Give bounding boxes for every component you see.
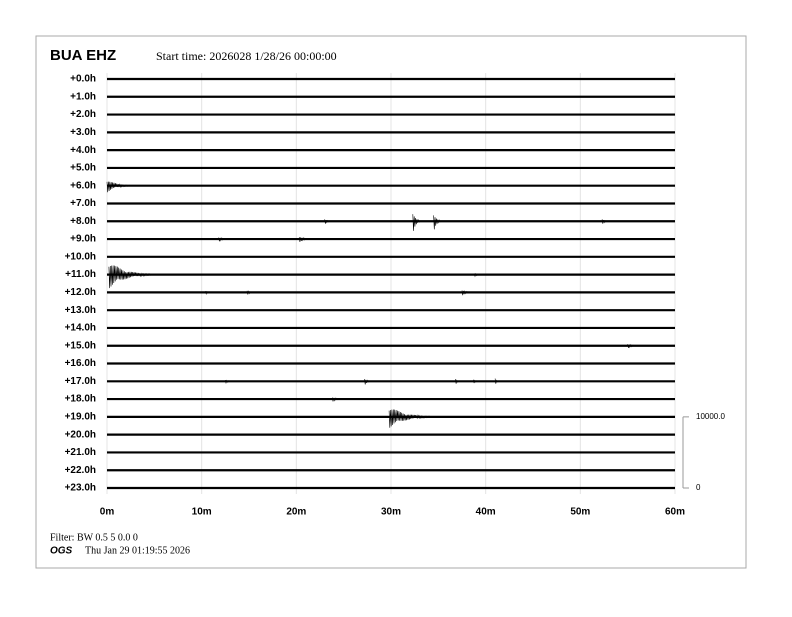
scale-label: 0 (696, 483, 701, 492)
x-tick-label: 30m (381, 507, 401, 518)
event (218, 237, 228, 242)
event (627, 343, 637, 349)
row-label: +23.0h (65, 483, 96, 494)
x-tick-label: 50m (570, 507, 590, 518)
event (601, 219, 608, 224)
row-label: +11.0h (65, 269, 96, 280)
timestamp: Thu Jan 29 01:19:55 2026 (85, 545, 190, 556)
event (332, 397, 342, 402)
event (108, 265, 152, 289)
source: OGS (50, 546, 73, 557)
event (494, 378, 499, 384)
x-tick-label: 60m (665, 507, 685, 518)
event (388, 409, 432, 428)
x-tick-label: 20m (286, 507, 306, 518)
row-label: +6.0h (70, 180, 96, 191)
event (298, 237, 311, 243)
row-label: +22.0h (65, 465, 96, 476)
event (225, 379, 233, 385)
row-label: +2.0h (70, 109, 96, 120)
row-label: +9.0h (70, 234, 96, 245)
row-label: +17.0h (65, 376, 96, 387)
row-label: +4.0h (70, 145, 96, 156)
event (461, 290, 472, 296)
row-label: +0.0h (70, 74, 96, 85)
row-label: +7.0h (70, 198, 96, 209)
event (412, 214, 421, 231)
row-label: +13.0h (65, 305, 96, 316)
event (364, 378, 371, 385)
event (324, 219, 331, 224)
row-label: +19.0h (65, 412, 96, 423)
row-label: +20.0h (65, 429, 96, 440)
scale-label: 10000.0 (696, 412, 725, 421)
event (246, 290, 254, 295)
row-label: +16.0h (65, 358, 96, 369)
row-label: +5.0h (70, 163, 96, 174)
row-label: +15.0h (65, 340, 96, 351)
event (433, 215, 441, 230)
event (473, 379, 478, 384)
chart-subtitle: Start time: 2026028 1/28/26 00:00:00 (156, 49, 337, 63)
filter: Filter: BW 0.5 5 0.0 0 (50, 532, 138, 543)
row-label: +3.0h (70, 127, 96, 138)
row-label: +18.0h (65, 394, 96, 405)
x-tick-label: 40m (476, 507, 496, 518)
x-tick-label: 0m (100, 507, 115, 518)
row-label: +8.0h (70, 216, 96, 227)
x-tick-label: 10m (192, 507, 212, 518)
event (106, 181, 131, 193)
row-label: +14.0h (65, 323, 96, 334)
row-label: +21.0h (65, 447, 96, 458)
row-label: +1.0h (70, 91, 96, 102)
event (205, 290, 212, 295)
chart-title: BUA EHZ (50, 47, 116, 64)
row-label: +12.0h (65, 287, 96, 298)
event (455, 378, 460, 384)
event (474, 272, 482, 278)
row-label: +10.0h (65, 251, 96, 262)
